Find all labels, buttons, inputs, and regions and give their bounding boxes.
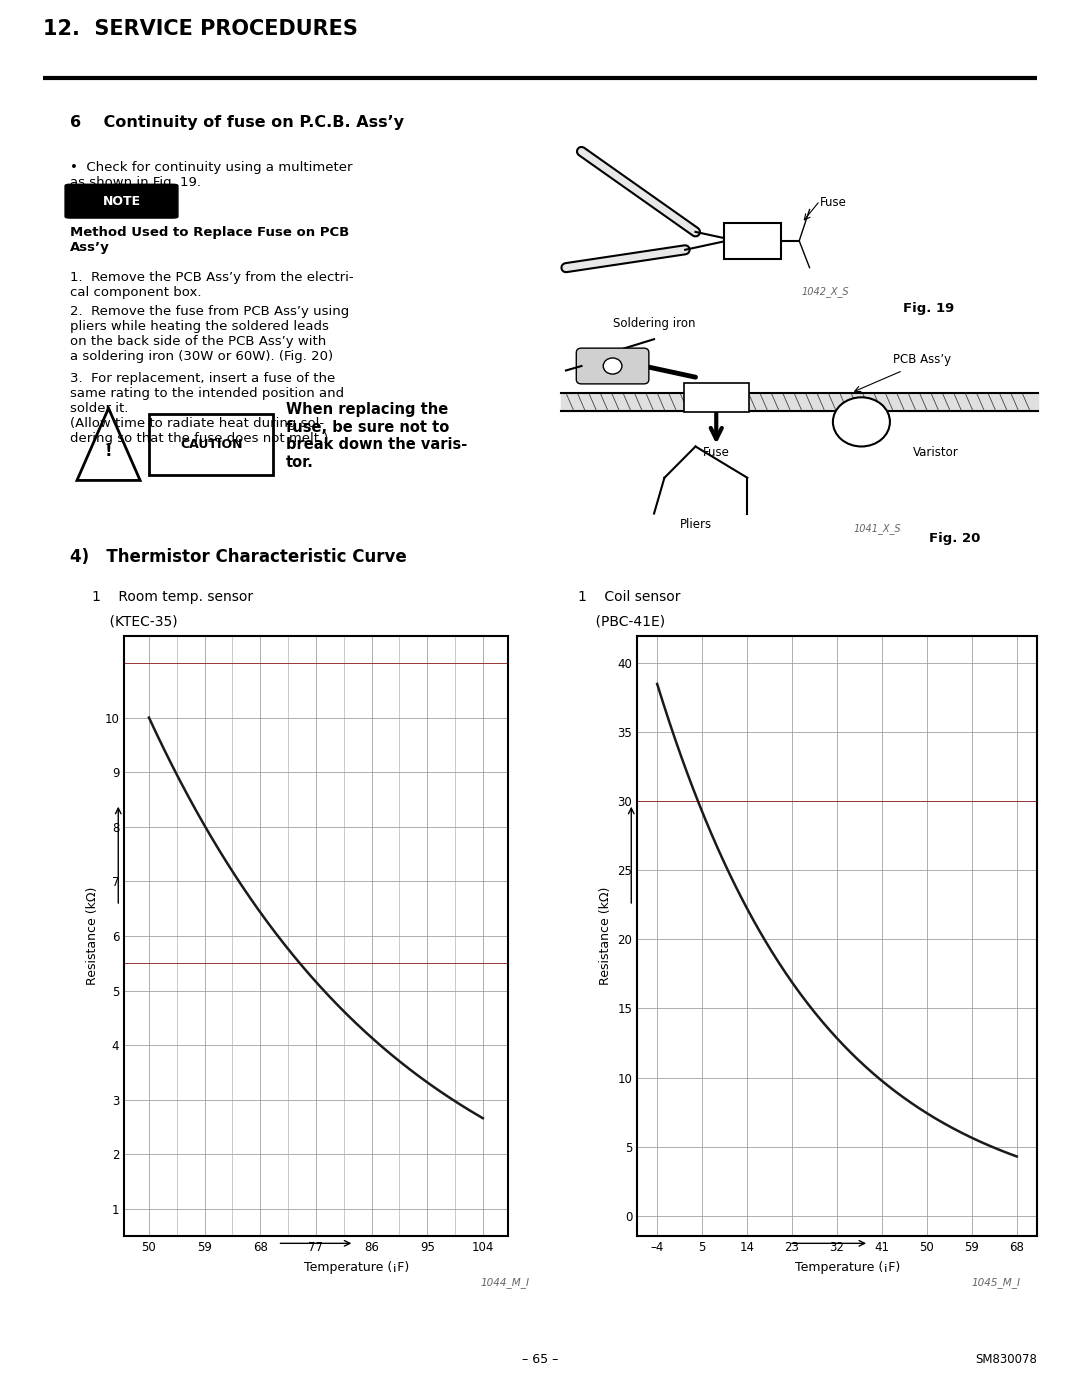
Text: 2.  Remove the fuse from PCB Ass’y using
pliers while heating the soldered leads: 2. Remove the fuse from PCB Ass’y using …: [70, 305, 350, 363]
Text: 3.  For replacement, insert a fuse of the
same rating to the intended position a: 3. For replacement, insert a fuse of the…: [70, 372, 345, 444]
Text: When replacing the
fuse, be sure not to
break down the varis-
tor.: When replacing the fuse, be sure not to …: [286, 402, 468, 469]
Text: Soldering iron: Soldering iron: [612, 317, 696, 330]
Text: NOTE: NOTE: [103, 194, 140, 208]
Polygon shape: [77, 408, 140, 481]
Text: 1041_X_S: 1041_X_S: [853, 524, 901, 534]
FancyBboxPatch shape: [684, 383, 748, 412]
Text: •  Check for continuity using a multimeter
as shown in Fig. 19.: • Check for continuity using a multimete…: [70, 161, 353, 189]
Text: 4)   Thermistor Characteristic Curve: 4) Thermistor Characteristic Curve: [70, 548, 407, 566]
Text: 1042_X_S: 1042_X_S: [801, 286, 849, 298]
Circle shape: [833, 397, 890, 447]
Text: (PBC-41E): (PBC-41E): [578, 615, 665, 629]
FancyBboxPatch shape: [65, 184, 178, 218]
Text: Fuse: Fuse: [820, 196, 847, 210]
Text: Temperature (¡F): Temperature (¡F): [795, 1261, 901, 1274]
Text: Temperature (¡F): Temperature (¡F): [303, 1261, 409, 1274]
FancyBboxPatch shape: [724, 224, 781, 258]
Text: Fuse: Fuse: [703, 447, 730, 460]
Text: Method Used to Replace Fuse on PCB
Ass’y: Method Used to Replace Fuse on PCB Ass’y: [70, 226, 350, 254]
Text: 1044_M_I: 1044_M_I: [481, 1277, 529, 1288]
Text: 1    Room temp. sensor: 1 Room temp. sensor: [92, 590, 253, 604]
Text: – 65 –: – 65 –: [522, 1354, 558, 1366]
Text: Fig. 19: Fig. 19: [903, 302, 955, 316]
Text: Fig. 20: Fig. 20: [929, 532, 981, 545]
Text: 1    Coil sensor: 1 Coil sensor: [578, 590, 680, 604]
Text: CAUTION: CAUTION: [180, 437, 242, 451]
Text: PCB Ass’y: PCB Ass’y: [892, 353, 950, 366]
Text: 1045_M_I: 1045_M_I: [972, 1277, 1021, 1288]
Y-axis label: Resistance (kΩ): Resistance (kΩ): [86, 887, 99, 985]
Text: !: !: [105, 443, 112, 461]
Text: 12.  SERVICE PROCEDURES: 12. SERVICE PROCEDURES: [43, 20, 359, 39]
FancyBboxPatch shape: [577, 348, 649, 384]
Text: Pliers: Pliers: [679, 518, 712, 531]
Y-axis label: Resistance (kΩ): Resistance (kΩ): [599, 887, 612, 985]
Circle shape: [604, 358, 622, 374]
Text: Varistor: Varistor: [914, 447, 959, 460]
Text: (KTEC-35): (KTEC-35): [92, 615, 177, 629]
Text: 1.  Remove the PCB Ass’y from the electri-
cal component box.: 1. Remove the PCB Ass’y from the electri…: [70, 271, 354, 299]
Text: SM830078: SM830078: [975, 1354, 1037, 1366]
Text: 6    Continuity of fuse on P.C.B. Ass’y: 6 Continuity of fuse on P.C.B. Ass’y: [70, 115, 404, 130]
